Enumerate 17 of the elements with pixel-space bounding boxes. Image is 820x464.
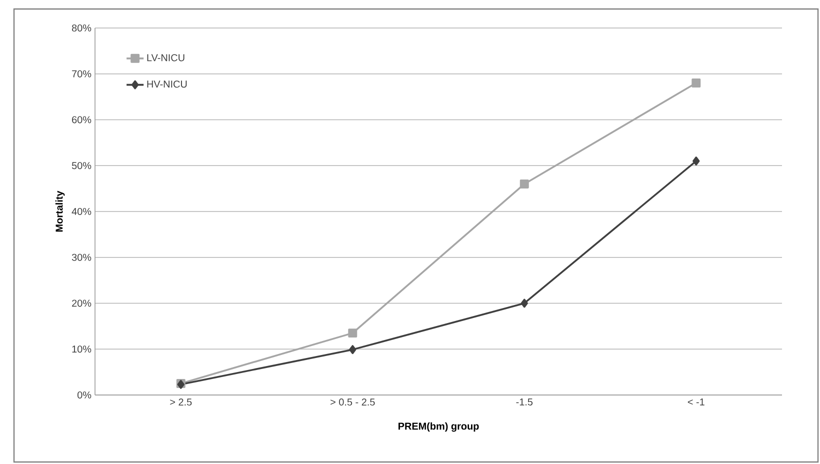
legend-label: HV-NICU <box>147 80 187 88</box>
y-tick-label: 30% <box>72 254 92 261</box>
y-tick-label: 60% <box>72 116 92 124</box>
y-tick-label: 40% <box>72 208 92 216</box>
x-tick-label: < -1 <box>688 398 704 406</box>
x-tick-label: -1.5 <box>516 398 533 406</box>
x-tick-label: > 0.5 - 2.5 <box>330 398 375 406</box>
y-tick-label: 10% <box>72 346 92 353</box>
x-tick-label: > 2.5 <box>170 398 192 406</box>
x-axis-title: PREM(bm) group <box>398 422 479 432</box>
y-tick-label: 20% <box>72 300 92 307</box>
y-tick-label: 80% <box>72 24 92 32</box>
y-tick-label: 0% <box>77 391 92 399</box>
y-tick-label: 50% <box>72 162 92 170</box>
y-tick-label: 70% <box>72 70 92 78</box>
legend-label: LV-NICU <box>147 54 184 62</box>
y-axis-title: Mortality <box>55 190 65 232</box>
